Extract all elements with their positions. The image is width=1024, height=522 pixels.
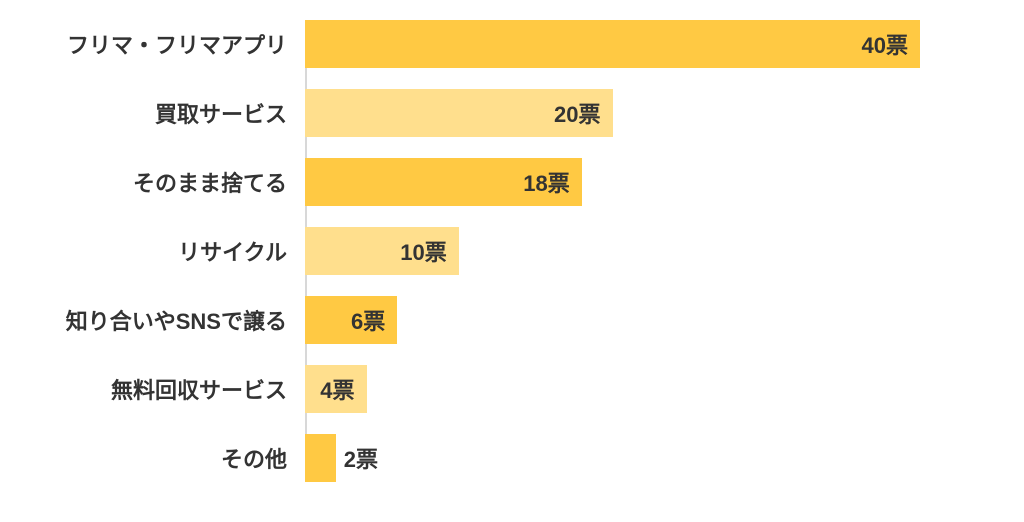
value-label: 20票 [554, 97, 600, 129]
bar: 20票 [305, 89, 613, 137]
category-label: フリマ・フリマアプリ [0, 28, 305, 60]
bar-area: 10票 [305, 227, 964, 275]
bar-area: 18票 [305, 158, 964, 206]
category-label: 無料回収サービス [0, 373, 305, 405]
value-label: 10票 [400, 235, 446, 267]
chart-row: 知り合いやSNSで譲る 6票 [0, 296, 964, 344]
category-label: リサイクル [0, 235, 305, 267]
bar-area: 4票 [305, 365, 964, 413]
bar: 18票 [305, 158, 582, 206]
bar: 10票 [305, 227, 459, 275]
category-label: 知り合いやSNSで譲る [0, 304, 305, 336]
chart-row: フリマ・フリマアプリ 40票 [0, 20, 964, 68]
chart-row: 無料回収サービス 4票 [0, 365, 964, 413]
value-label: 40票 [862, 28, 908, 60]
chart-row: リサイクル 10票 [0, 227, 964, 275]
chart-row: その他 2票 [0, 434, 964, 482]
bar: 40票 [305, 20, 920, 68]
category-label: 買取サービス [0, 97, 305, 129]
value-label: 2票 [344, 442, 378, 474]
bar [305, 434, 336, 482]
category-label: そのまま捨てる [0, 166, 305, 198]
value-label: 4票 [320, 373, 354, 405]
value-label: 6票 [351, 304, 385, 336]
category-label: その他 [0, 442, 305, 474]
value-label: 18票 [523, 166, 569, 198]
bar-area: 6票 [305, 296, 964, 344]
bar-area: 40票 [305, 20, 964, 68]
bar: 6票 [305, 296, 397, 344]
bar-area: 20票 [305, 89, 964, 137]
chart-row: 買取サービス 20票 [0, 89, 964, 137]
bar-area: 2票 [305, 434, 964, 482]
bar: 4票 [305, 365, 367, 413]
chart-row: そのまま捨てる 18票 [0, 158, 964, 206]
survey-bar-chart: フリマ・フリマアプリ 40票買取サービス 20票そのまま捨てる 18票リサイクル 10票… [0, 0, 1024, 502]
